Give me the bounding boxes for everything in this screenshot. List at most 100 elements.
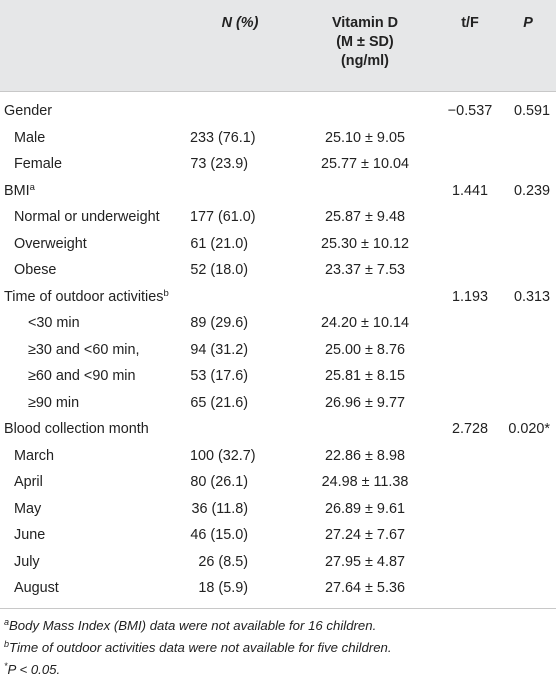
row-label: ≥90 min [28, 394, 80, 411]
row-vitamin-d: 25.30 ± 10.12 [321, 235, 409, 252]
row-p-value [500, 496, 556, 523]
table-row: June 46 (15.0) 27.24 ± 7.67 [0, 522, 556, 549]
table-row: May 36 (11.8) 26.89 ± 9.61 [0, 496, 556, 523]
table-row: Normal or underweight 177 (61.0) 25.87 ± 9… [0, 204, 556, 231]
row-label: Normal or underweight [14, 209, 160, 225]
row-vitamin-d: 25.87 ± 9.48 [325, 209, 405, 225]
header-vitamin-d: Vitamin D (M ± SD) (ng/ml) [290, 0, 440, 92]
row-n-percent: 80 (26.1) [190, 474, 248, 490]
row-t-f [440, 151, 500, 178]
table-footnotes: aBody Mass Index (BMI) data were not ava… [0, 607, 556, 681]
row-n-percent: 61 (21.0) [190, 235, 248, 252]
footnote-mark: * [4, 660, 8, 671]
row-n-percent: 94 (31.2) [190, 341, 248, 358]
table-row: Overweight 61 (21.0) 25.30 ± 10.12 [0, 231, 556, 258]
row-n-percent: 52 (18.0) [190, 262, 248, 278]
row-t-f [440, 257, 500, 284]
row-vitamin-d [290, 178, 440, 205]
header-label [0, 0, 190, 92]
row-label-cell: Blood collection month [0, 416, 190, 443]
row-label-cell: Normal or underweight [0, 204, 190, 231]
row-label-cell: ≥30 and <60 min, [0, 337, 190, 364]
row-p-value [500, 549, 556, 576]
row-vitamin-d: 25.00 ± 8.76 [325, 341, 405, 358]
row-vitamin-d [290, 284, 440, 311]
row-label-cell: ≥60 and <90 min [0, 363, 190, 390]
row-t-f [440, 390, 500, 417]
footnote: *P < 0.05. [4, 659, 552, 681]
row-t-f [440, 310, 500, 337]
row-vitamin-d: 24.20 ± 10.14 [321, 315, 409, 331]
row-label: <30 min [28, 315, 80, 331]
table-row: ≥30 and <60 min, 94 (31.2) 25.00 ± 8.76 [0, 337, 556, 364]
row-t-f [440, 575, 500, 602]
row-label: BMI [4, 182, 30, 199]
row-t-f [440, 496, 500, 523]
footnote-text: Time of outdoor activities data were not… [9, 639, 392, 655]
row-vitamin-d: 27.24 ± 7.67 [325, 527, 405, 543]
row-t-f: 1.193 [451, 288, 488, 305]
table-row: ≥90 min 65 (21.6) 26.96 ± 9.77 [0, 390, 556, 417]
table-row: Time of outdoor activitiesb 1.193 0.313 [0, 284, 556, 311]
row-vitamin-d: 22.86 ± 8.98 [325, 447, 405, 464]
row-t-f: 1.441 [451, 182, 488, 199]
header-n-percent: N (%) [190, 0, 290, 92]
row-t-f: −0.537 [447, 103, 493, 119]
header-vitamin-d-line3: (ng/ml) [341, 53, 389, 69]
row-n-percent [190, 416, 290, 443]
row-p-value [500, 469, 556, 496]
row-label: April [14, 474, 43, 490]
table-body: Gender −0.537 0.591 Male 233 (76.1) 25.10 ± 9… [0, 92, 556, 602]
table-row: ≥60 and <90 min 53 (17.6) 25.81 ± 8.15 [0, 363, 556, 390]
row-label: ≥60 and <90 min [28, 368, 136, 384]
header-row: N (%) Vitamin D (M ± SD) (ng/ml) t/F P [0, 0, 556, 92]
row-vitamin-d [290, 92, 440, 125]
header-t-f: t/F [440, 0, 500, 92]
row-n-percent: 100 (32.7) [190, 447, 256, 464]
row-label: Female [14, 156, 62, 172]
row-label-cell: Female [0, 151, 190, 178]
row-label: ≥30 and <60 min, [28, 341, 140, 358]
row-t-f [440, 337, 500, 364]
row-p-value [500, 575, 556, 602]
row-p-value [500, 151, 556, 178]
row-p-value: 0.591 [513, 103, 550, 119]
row-p-value [500, 125, 556, 152]
row-label: Overweight [14, 235, 87, 252]
footnote: bTime of outdoor activities data were no… [4, 637, 552, 659]
footnote-marker: b [163, 287, 169, 299]
row-label: June [14, 527, 46, 543]
table-row: BMIa 1.441 0.239 [0, 178, 556, 205]
row-vitamin-d: 25.81 ± 8.15 [325, 368, 405, 384]
footnote-mark: a [4, 616, 10, 627]
row-n-percent: 65 (21.6) [190, 394, 248, 411]
footnote: aBody Mass Index (BMI) data were not ava… [4, 615, 552, 637]
row-label-cell: Overweight [0, 231, 190, 258]
row-label-cell: August [0, 575, 190, 602]
table-row: April 80 (26.1) 24.98 ± 11.38 [0, 469, 556, 496]
row-t-f [440, 549, 500, 576]
row-n-percent [190, 284, 290, 311]
row-label-cell: Gender [0, 92, 190, 125]
row-label-cell: June [0, 522, 190, 549]
row-t-f: 2.728 [451, 421, 488, 437]
row-vitamin-d: 23.37 ± 7.53 [325, 262, 405, 278]
row-p-value [500, 443, 556, 470]
table-header: N (%) Vitamin D (M ± SD) (ng/ml) t/F P [0, 0, 556, 92]
table-row: March 100 (32.7) 22.86 ± 8.98 [0, 443, 556, 470]
row-p-value [500, 522, 556, 549]
row-n-percent: 36 (11.8) [191, 500, 248, 517]
row-vitamin-d: 27.95 ± 4.87 [325, 553, 405, 570]
row-t-f [440, 125, 500, 152]
row-label-cell: ≥90 min [0, 390, 190, 417]
row-label-cell: May [0, 496, 190, 523]
row-n-percent: 89 (29.6) [190, 315, 248, 331]
row-p-value [500, 390, 556, 417]
row-n-percent: 73 (23.9) [190, 156, 248, 172]
row-vitamin-d: 25.10 ± 9.05 [325, 129, 405, 146]
header-vitamin-d-line1: Vitamin D [331, 15, 399, 31]
row-label: August [14, 580, 59, 596]
row-label: May [14, 500, 42, 517]
row-label-cell: <30 min [0, 310, 190, 337]
